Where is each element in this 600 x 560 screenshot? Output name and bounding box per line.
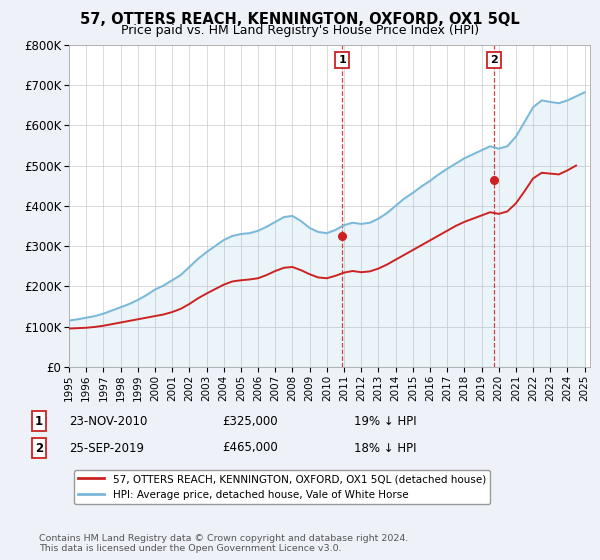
Text: Contains HM Land Registry data © Crown copyright and database right 2024.
This d: Contains HM Land Registry data © Crown c… — [39, 534, 409, 553]
Text: 57, OTTERS REACH, KENNINGTON, OXFORD, OX1 5QL: 57, OTTERS REACH, KENNINGTON, OXFORD, OX… — [80, 12, 520, 27]
Text: £325,000: £325,000 — [222, 414, 278, 428]
Text: 2: 2 — [35, 441, 43, 455]
Text: 19% ↓ HPI: 19% ↓ HPI — [354, 414, 416, 428]
Text: £465,000: £465,000 — [222, 441, 278, 455]
Text: 23-NOV-2010: 23-NOV-2010 — [69, 414, 148, 428]
Text: Price paid vs. HM Land Registry's House Price Index (HPI): Price paid vs. HM Land Registry's House … — [121, 24, 479, 36]
Text: 1: 1 — [338, 55, 346, 65]
Legend: 57, OTTERS REACH, KENNINGTON, OXFORD, OX1 5QL (detached house), HPI: Average pri: 57, OTTERS REACH, KENNINGTON, OXFORD, OX… — [74, 470, 490, 504]
Text: 18% ↓ HPI: 18% ↓ HPI — [354, 441, 416, 455]
Text: 1: 1 — [35, 414, 43, 428]
Text: 2: 2 — [491, 55, 498, 65]
Text: 25-SEP-2019: 25-SEP-2019 — [69, 441, 144, 455]
